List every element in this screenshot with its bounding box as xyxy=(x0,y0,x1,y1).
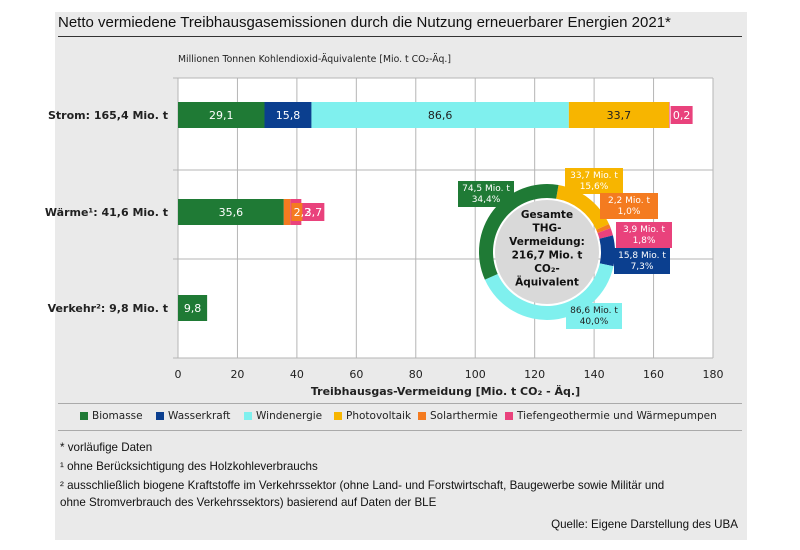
legend-label: Biomasse xyxy=(92,410,143,422)
chart-title: Netto vermiedene Treibhausgasemissionen … xyxy=(58,14,671,31)
category-label: Wärme¹: 41,6 Mio. t xyxy=(45,206,168,219)
bar-segment xyxy=(178,199,284,225)
donut-callout-label: 86,6 Mio. t xyxy=(570,306,618,316)
donut-center-label: Gesamte xyxy=(521,209,573,221)
bar-layer xyxy=(178,102,693,321)
legend-label: Wasserkraft xyxy=(168,410,231,422)
bar-value-label: 35,6 xyxy=(219,206,244,219)
bar-value-label: 2,2 xyxy=(294,206,312,219)
footnote-2-line2: ohne Stromverbrauch des Verkehrssektors)… xyxy=(60,496,437,509)
bar-segment xyxy=(178,295,208,321)
donut-callout-box xyxy=(458,181,514,207)
x-tick-label: 100 xyxy=(465,368,486,381)
bar-segment xyxy=(311,102,569,128)
donut-callout-label: 3,9 Mio. t xyxy=(623,225,666,235)
bar-value-label: 0,2 xyxy=(673,109,691,122)
bar-value-label: 29,1 xyxy=(209,109,234,122)
x-tick-label: 60 xyxy=(349,368,363,381)
legend-swatch-tiefengeothermie xyxy=(505,412,513,420)
bar-segment xyxy=(264,102,312,128)
category-label: Verkehr²: 9,8 Mio. t xyxy=(48,302,168,315)
x-tick-label: 0 xyxy=(175,368,182,381)
donut-center-label: THG- xyxy=(533,223,562,235)
donut-callout-box xyxy=(616,222,672,248)
donut-callout-label: 1,0% xyxy=(618,207,641,217)
bar-segment xyxy=(178,102,265,128)
donut-callout-box xyxy=(614,248,670,274)
legend-label: Solarthermie xyxy=(430,410,498,422)
donut-callout-label: 2,2 Mio. t xyxy=(608,196,651,206)
donut-slice xyxy=(556,184,609,230)
legend-swatch-photovoltaik xyxy=(334,412,342,420)
donut-callout-label: 15,6% xyxy=(580,182,609,192)
x-tick-label: 160 xyxy=(643,368,664,381)
x-tick-label: 40 xyxy=(290,368,304,381)
x-tick-label: 180 xyxy=(703,368,724,381)
bar-value-label: 33,7 xyxy=(607,109,632,122)
donut-center-label: CO₂- xyxy=(534,263,560,275)
x-tick-label: 80 xyxy=(409,368,423,381)
category-label: Strom: 165,4 Mio. t xyxy=(48,109,168,122)
footnote-2-line1: ² ausschließlich biogene Kraftstoffe im … xyxy=(60,479,665,492)
bar-value-label: 86,6 xyxy=(428,109,453,122)
donut-callout-box xyxy=(566,303,622,329)
donut-callout-label: 40,0% xyxy=(580,317,609,327)
donut-callout-label: 15,8 Mio. t xyxy=(618,251,666,261)
donut-callout-label: 34,4% xyxy=(472,195,501,205)
donut-callout-label: 7,3% xyxy=(631,262,654,272)
donut-callout-box xyxy=(565,168,623,194)
legend-swatch-windenergie xyxy=(244,412,252,420)
donut-center-label: Vermeidung: xyxy=(509,236,585,248)
donut-center-label: Äquivalent xyxy=(515,275,579,289)
legend-item-photovoltaik: Photovoltaik xyxy=(334,410,411,422)
legend-label: Photovoltaik xyxy=(346,410,412,422)
legend-label: Windenergie xyxy=(256,410,323,422)
legend-swatch-solarthermie xyxy=(418,412,426,420)
bar-value-box xyxy=(302,203,325,221)
legend-item-tiefengeothermie: Tiefengeothermie und Wärmepumpen xyxy=(505,410,717,422)
bar-segment xyxy=(669,102,670,128)
donut-slice xyxy=(599,235,615,267)
unit-label: Millionen Tonnen Kohlendioxid-Äquivalent… xyxy=(178,54,451,65)
legend-item-solarthermie: Solarthermie xyxy=(418,410,498,422)
legend: Biomasse Wasserkraft Windenergie Photovo… xyxy=(58,403,742,431)
donut-callout-label: 1,8% xyxy=(633,236,656,246)
legend-item-windenergie: Windenergie xyxy=(244,410,322,422)
bar-segment xyxy=(283,199,291,225)
bar-segment xyxy=(568,102,670,128)
text-layer: 0 20 40 60 80 100 120 140 160 180 Millionen Tonnen… xyxy=(45,54,724,398)
bar-value-label: 15,8 xyxy=(276,109,301,122)
footnote-1: ¹ ohne Berücksichtigung des Holzkohlever… xyxy=(60,460,318,473)
donut-slice xyxy=(597,228,613,239)
x-tick-label: 20 xyxy=(230,368,244,381)
donut-layer xyxy=(458,168,672,329)
bar-value-label: 3,7 xyxy=(305,206,323,219)
bar-value-box xyxy=(670,106,693,124)
donut-callout-box xyxy=(600,193,658,219)
legend-item-wasserkraft: Wasserkraft xyxy=(156,410,230,422)
donut-center-label: 216,7 Mio. t xyxy=(512,250,583,262)
footnote-preliminary: * vorläufige Daten xyxy=(60,441,153,454)
bar-value-label: 9,8 xyxy=(184,302,202,315)
donut-slice xyxy=(596,224,611,233)
donut-center xyxy=(495,200,599,304)
x-tick-label: 140 xyxy=(584,368,605,381)
legend-swatch-wasserkraft xyxy=(156,412,164,420)
chart-canvas: 0 20 40 60 80 100 120 140 160 180 Millionen Tonnen… xyxy=(45,54,724,398)
legend-swatch-biomasse xyxy=(80,412,88,420)
donut-callout-label: 74,5 Mio. t xyxy=(462,184,510,194)
legend-label: Tiefengeothermie und Wärmepumpen xyxy=(517,410,717,422)
x-axis-label: Treibhausgas-Vermeidung [Mio. t CO₂ - Äq… xyxy=(311,384,580,398)
donut-slice xyxy=(478,184,559,280)
donut-callout-label: 33,7 Mio. t xyxy=(570,171,618,181)
legend-item-biomasse: Biomasse xyxy=(80,410,143,422)
x-tick-label: 120 xyxy=(524,368,545,381)
source-note: Quelle: Eigene Darstellung des UBA xyxy=(551,518,738,531)
title-rule xyxy=(58,36,742,37)
